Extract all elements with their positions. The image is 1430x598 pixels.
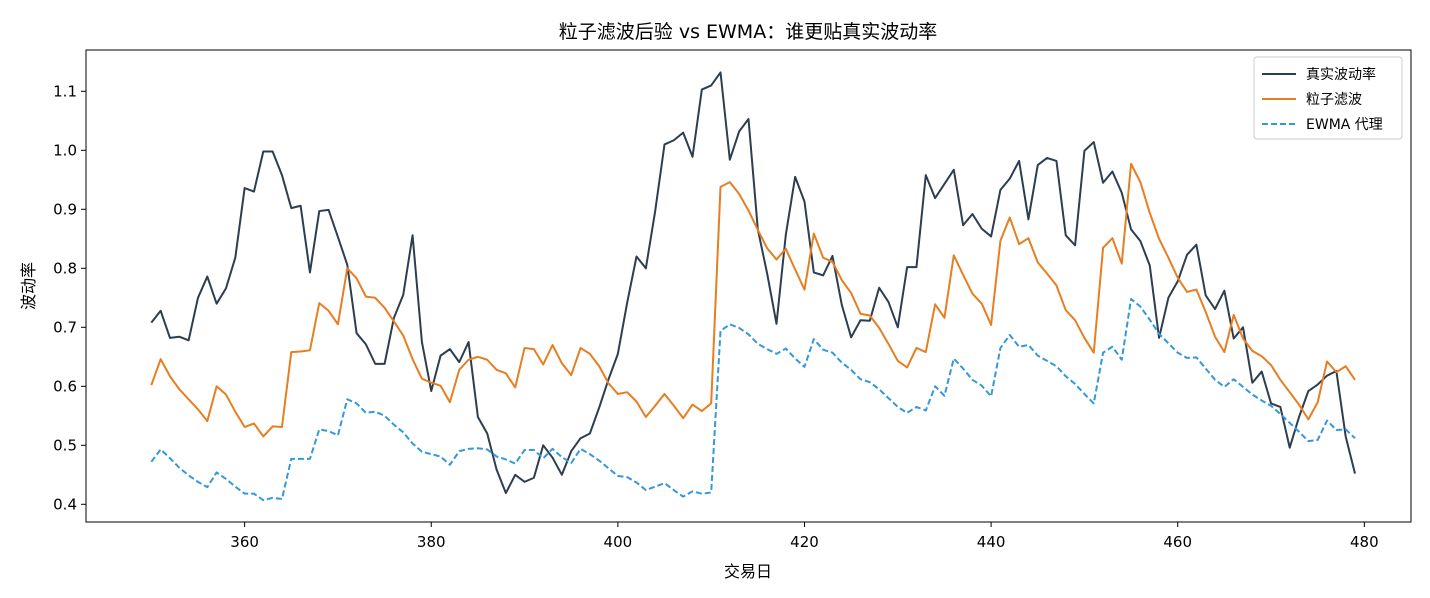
y-tick-label: 0.9: [53, 200, 77, 218]
chart-title: 粒子滤波后验 vs EWMA：谁更贴真实波动率: [559, 21, 937, 43]
series-particle-filter-line: [150, 162, 1356, 438]
legend-item-true-volatility: 真实波动率: [1306, 66, 1376, 83]
y-tick-label: 0.5: [53, 436, 77, 454]
y-tick-label: 0.4: [53, 495, 77, 513]
y-tick-label: 0.7: [53, 318, 77, 336]
x-tick-label: 440: [977, 533, 1006, 551]
legend-item-particle-filter: 粒子滤波: [1306, 92, 1362, 108]
x-tick-label: 380: [417, 533, 446, 551]
x-tick-label: 400: [604, 533, 633, 551]
series-ewma-line: [150, 297, 1356, 502]
x-tick-label: 460: [1163, 533, 1192, 551]
y-tick-label: 1.0: [53, 141, 77, 159]
plot-frame: [85, 49, 1412, 523]
series-layer: [150, 71, 1356, 502]
x-axis-label: 交易日: [724, 562, 772, 581]
x-tick-label: 480: [1350, 533, 1379, 551]
y-tick-label: 1.1: [53, 82, 77, 100]
y-axis-label: 波动率: [19, 262, 38, 310]
y-tick-label: 0.8: [53, 259, 77, 277]
x-tick-label: 360: [230, 533, 259, 551]
legend-item-ewma: EWMA 代理: [1306, 117, 1383, 133]
series-true-volatility-line: [150, 71, 1356, 495]
y-axis: 0.4 0.5 0.6 0.7 0.8 0.9 1.0 1.1: [53, 82, 86, 513]
y-tick-label: 0.6: [53, 377, 77, 395]
x-tick-label: 420: [790, 533, 819, 551]
x-axis: 360 380 400 420 440 460 480: [230, 522, 1379, 551]
legend-box: [1253, 56, 1403, 140]
